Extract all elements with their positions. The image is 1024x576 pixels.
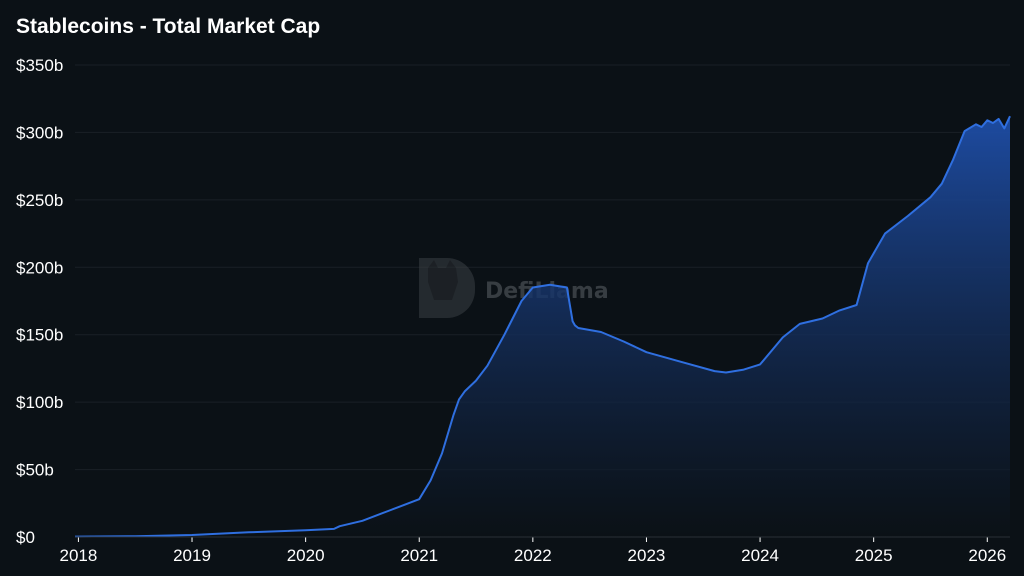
x-tick-label: 2021 [400, 546, 438, 565]
y-tick-label: $200b [16, 258, 63, 277]
y-tick-label: $150b [16, 326, 63, 345]
y-tick-label: $300b [16, 123, 63, 142]
x-tick-label: 2020 [287, 546, 325, 565]
area-series [74, 115, 1011, 538]
x-tick-label: 2024 [741, 546, 779, 565]
x-tick-label: 2019 [173, 546, 211, 565]
x-axis: 2018 2019 2020 2021 2022 2023 2024 2025 2026 [59, 536, 1010, 565]
series-line [74, 115, 1011, 538]
y-tick-label: $0 [16, 528, 35, 547]
x-tick-label: 2023 [628, 546, 666, 565]
x-tick-label: 2018 [59, 546, 97, 565]
x-tick-label: 2022 [514, 546, 552, 565]
y-tick-label: $100b [16, 393, 63, 412]
y-tick-label: $50b [16, 461, 54, 480]
llama-head-icon [428, 260, 458, 300]
area-fill [75, 116, 1010, 537]
x-tick-label: 2026 [968, 546, 1006, 565]
y-tick-label: $350b [16, 56, 63, 75]
y-tick-label: $250b [16, 191, 63, 210]
y-axis: $0 $50b $100b $150b $200b $250b $300b $350b [16, 56, 63, 547]
x-tick-label: 2025 [855, 546, 893, 565]
chart-title: Stablecoins - Total Market Cap [16, 15, 321, 38]
